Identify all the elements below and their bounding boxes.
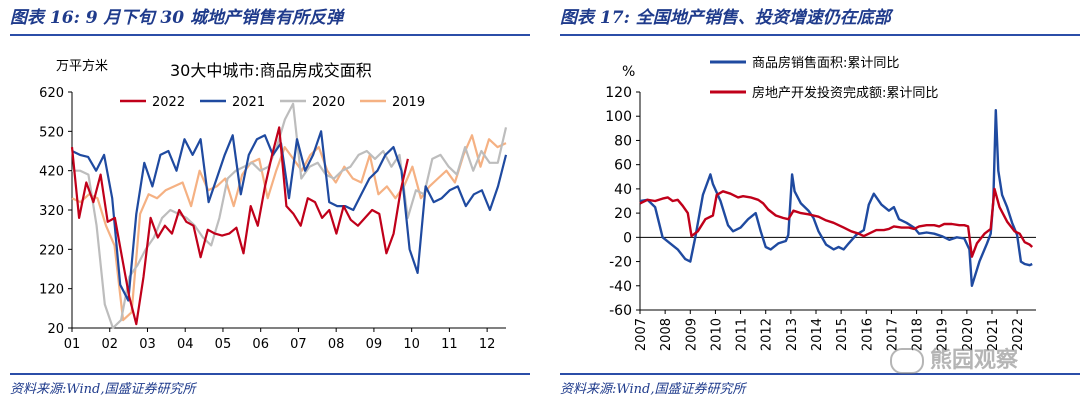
chart2-ytick-label-3: 0 (623, 230, 632, 246)
chart1-ytick-label-3: 320 (39, 204, 64, 219)
chart1-xtick-label-10: 10 (403, 337, 420, 352)
chart1-ytick-label-5: 520 (39, 125, 64, 140)
chart2-xtick-label-2008: 2008 (659, 318, 674, 351)
chart1-xtick-label-12: 12 (479, 337, 496, 352)
chart2-ytick-label-5: 40 (614, 182, 632, 198)
chart2-xtick-label-2013: 2013 (785, 318, 800, 351)
chart2-legend-1: 房地产开发投资完成额:累计同比 (752, 85, 938, 101)
chart2-ylabel: % (622, 64, 635, 80)
chart2-legend-0: 商品房销售面积:累计同比 (752, 55, 899, 71)
panel1-bottom-rule (10, 373, 530, 375)
watermark: 熊园观察 (890, 342, 1070, 374)
chart2-xtick-label-2015: 2015 (835, 318, 850, 351)
chart2-xtick-label-2017: 2017 (885, 318, 900, 351)
chart2-ytick-label-1: -40 (609, 279, 632, 295)
chart1-legend-2022: 2022 (152, 95, 185, 110)
chart2-ytick-label-7: 80 (614, 133, 632, 149)
chart2-xtick-label-2012: 2012 (760, 318, 775, 351)
chart1-xtick-label-01: 01 (64, 337, 81, 352)
chart2-xtick-label-2010: 2010 (709, 318, 724, 351)
chart2-series-1 (639, 187, 1034, 258)
chart1-xtick-label-02: 02 (101, 337, 118, 352)
chart1-xtick-label-06: 06 (252, 337, 269, 352)
chart1-series-2021 (71, 130, 508, 302)
chart1-xtick-label-05: 05 (215, 337, 232, 352)
chart1-legend-2020: 2020 (312, 95, 345, 110)
chart2-xtick-label-2007: 2007 (634, 318, 649, 351)
chart1-ytick-label-4: 420 (39, 165, 64, 180)
panel1-source: 资料来源:Wind,国盛证券研究所 (10, 382, 196, 397)
chart2-xtick-label-2022: 2022 (1011, 318, 1026, 351)
chart2-ytick-label-9: 120 (605, 85, 632, 101)
panel-30-city-sales: 图表 16: 9 月下旬 30 城地产销售有所反弹 万平方米 30大中城市:商品房… (10, 0, 540, 405)
chart1-xtick-label-04: 04 (177, 337, 194, 352)
chart1-ytick-label-2: 220 (39, 243, 64, 258)
panel2-top-rule (560, 34, 1080, 36)
panel-national-sales-investment: 图表 17: 全国地产销售、投资增速仍在底部 % -60 -40 -20 0 20 40 60… (560, 0, 1080, 405)
chart1-ytick-label-1: 120 (39, 283, 64, 298)
chart1-ylabel: 万平方米 (56, 58, 108, 74)
chart1-ytick-label-6: 620 (39, 86, 64, 101)
chart1-legend-2021: 2021 (232, 95, 265, 110)
chart1-ytick-label-0: 20 (47, 322, 64, 337)
chart2-xtick-label-2019: 2019 (936, 318, 951, 351)
chart2-xtick-label-2016: 2016 (860, 318, 875, 351)
chart1-xtick-label-09: 09 (366, 337, 383, 352)
watermark-text: 熊园观察 (930, 348, 1019, 373)
chart-30-city-transaction-area: 万平方米 30大中城市:商品房成交面积 20 120 220 320 420 520 620 01… (39, 58, 508, 352)
panel1-top-rule (10, 34, 530, 36)
chart1-series-2020 (72, 102, 508, 330)
panel2-bottom-rule (560, 373, 1080, 375)
panel2-title: 图表 17: 全国地产销售、投资增速仍在底部 (560, 8, 891, 28)
chart1-xtick-label-08: 08 (328, 337, 345, 352)
chart1-xtick-label-11: 11 (441, 337, 458, 352)
chart1-series-2022 (70, 126, 409, 326)
chart2-xtick-label-2014: 2014 (810, 318, 825, 351)
chart2-xtick-label-2009: 2009 (684, 318, 699, 351)
chart2-xtick-label-2021: 2021 (986, 318, 1001, 351)
chart2-ytick-label-2: -20 (609, 255, 632, 271)
chart2-ytick-label-0: -60 (609, 303, 632, 319)
chart2-xtick-label-2011: 2011 (735, 318, 750, 351)
chart2-ytick-label-6: 60 (614, 158, 632, 174)
chart1-legend-2019: 2019 (392, 95, 425, 110)
panel1-title: 图表 16: 9 月下旬 30 城地产销售有所反弹 (10, 8, 344, 28)
chart2-ytick-label-4: 20 (614, 206, 632, 222)
chart1-xtick-label-03: 03 (139, 337, 156, 352)
chart2-xtick-label-2020: 2020 (961, 318, 976, 351)
chart2-ytick-label-8: 100 (605, 109, 632, 125)
chart-sales-investment-yoy: % -60 -40 -20 0 20 40 60 80 100 120 2007 2008 2009 201… (605, 55, 1036, 351)
chart1-xtick-label-07: 07 (290, 337, 307, 352)
chart1-series-2019 (71, 134, 507, 322)
chart2-series-0 (639, 108, 1033, 288)
chart1-title: 30大中城市:商品房成交面积 (170, 61, 372, 80)
chart2-xtick-label-2018: 2018 (911, 318, 926, 351)
wechat-icon (890, 348, 924, 374)
panel2-source: 资料来源:Wind,国盛证券研究所 (560, 382, 746, 397)
